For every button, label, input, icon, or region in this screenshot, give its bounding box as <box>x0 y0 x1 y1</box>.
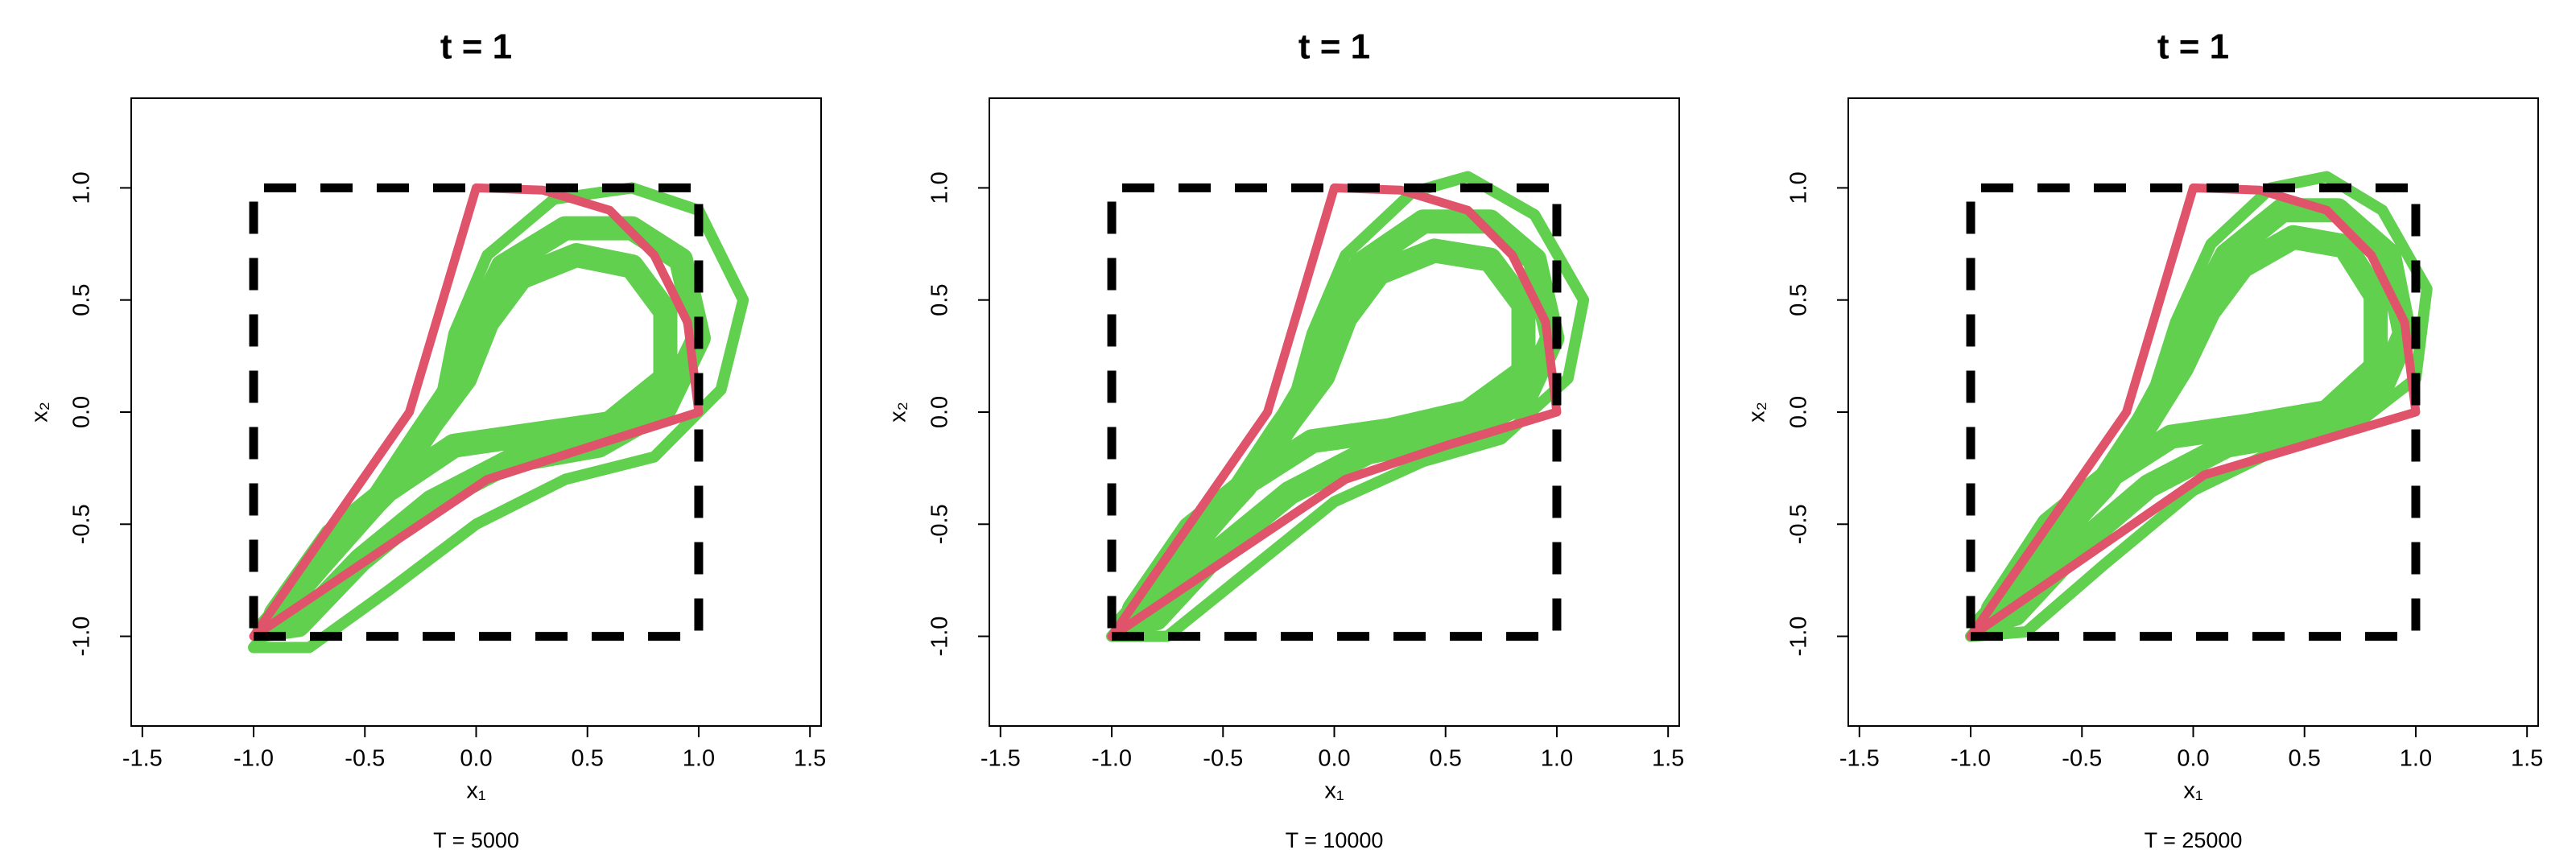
y-tick-label: 0.5 <box>927 284 953 316</box>
y-tick-label: 1.0 <box>69 171 95 204</box>
series-line <box>1966 183 2421 641</box>
panel: t = 1 -1.5 -1.0 -0.5 0.0 0.5 1.0 1.5 -1.0 -0.5 0.0… <box>1744 27 2544 853</box>
x-tick-label: -1.0 <box>1951 746 1991 772</box>
x-tick-label: 0.0 <box>460 746 492 772</box>
x-axis-label: x₁ <box>1324 778 1344 804</box>
caption: T = 25000 <box>2145 828 2243 852</box>
plot-area <box>1106 171 1590 642</box>
x-tick-label: -1.0 <box>1092 746 1132 772</box>
dashed-square <box>249 183 704 641</box>
series-line <box>1980 225 2388 622</box>
chart-title: t = 1 <box>2157 27 2229 67</box>
y-axis-label: x₂ <box>27 402 53 423</box>
x-tick-label: 0.0 <box>1318 746 1350 772</box>
dashed-square <box>1966 183 2421 641</box>
y-tick-label: -1.0 <box>927 617 953 657</box>
x-axis-label: x₁ <box>2183 778 2203 804</box>
x-tick-label: 1.0 <box>683 746 715 772</box>
x-tick-label: 1.0 <box>2400 746 2432 772</box>
plot-area <box>1965 171 2433 642</box>
series-line <box>1121 238 1536 622</box>
y-tick-label: -0.5 <box>69 504 95 544</box>
x-tick-label: -1.5 <box>1839 746 1880 772</box>
x-tick-label: 0.5 <box>2289 746 2321 772</box>
series-line <box>249 183 704 641</box>
y-tick-label: -1.0 <box>69 617 95 657</box>
panel: t = 1 -1.5 -1.0 -0.5 0.0 0.5 1.0 1.5 -1.0 -0.5 0.0… <box>886 27 1685 853</box>
x-axis-label: x₁ <box>466 778 486 804</box>
x-tick-label: 0.0 <box>2177 746 2209 772</box>
y-tick-label: 1.0 <box>1786 171 1812 204</box>
y-tick-label: 0.5 <box>1786 284 1812 316</box>
x-tick-label: 0.5 <box>572 746 604 772</box>
plot-area <box>248 182 749 654</box>
x-tick-label: -0.5 <box>2062 746 2102 772</box>
y-axis-label: x₂ <box>886 402 911 423</box>
x-tick-label: -0.5 <box>1203 746 1243 772</box>
chart-title: t = 1 <box>440 27 512 67</box>
x-tick-label: -0.5 <box>345 746 385 772</box>
x-tick-label: 0.5 <box>1430 746 1462 772</box>
y-tick-label: 0.0 <box>1786 396 1812 428</box>
y-tick-label: 0.0 <box>69 396 95 428</box>
x-tick-label: -1.0 <box>233 746 274 772</box>
y-tick-label: 1.0 <box>927 171 953 204</box>
chart-title: t = 1 <box>1298 27 1370 67</box>
y-axis-label: x₂ <box>1744 402 1770 423</box>
x-tick-label: 1.5 <box>2511 746 2543 772</box>
x-tick-label: -1.5 <box>122 746 163 772</box>
panel: t = 1 -1.5 -1.0 -0.5 0.0 0.5 1.0 1.5 -1.0 -0.5 0.0… <box>27 27 827 853</box>
x-tick-label: 1.0 <box>1541 746 1573 772</box>
y-tick-label: -1.0 <box>1786 617 1812 657</box>
series-line <box>263 243 678 626</box>
y-tick-label: 0.0 <box>927 396 953 428</box>
x-tick-label: 1.5 <box>1652 746 1684 772</box>
caption: T = 5000 <box>433 828 519 852</box>
caption: T = 10000 <box>1286 828 1384 852</box>
series-line <box>1107 183 1562 641</box>
y-tick-label: 0.5 <box>69 284 95 316</box>
y-tick-label: -0.5 <box>1786 504 1812 544</box>
x-tick-label: 1.5 <box>794 746 826 772</box>
dashed-square <box>1107 183 1562 641</box>
x-tick-label: -1.5 <box>980 746 1021 772</box>
y-tick-label: -0.5 <box>927 504 953 544</box>
